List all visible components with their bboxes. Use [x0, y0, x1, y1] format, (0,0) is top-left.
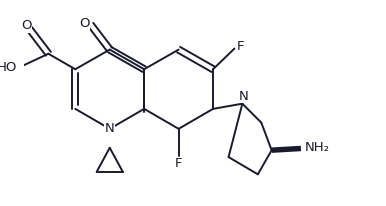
Text: N: N [105, 122, 115, 135]
Text: HO: HO [0, 61, 17, 74]
Text: NH₂: NH₂ [305, 141, 330, 154]
Text: F: F [237, 40, 244, 53]
Text: O: O [80, 16, 90, 30]
Text: F: F [175, 157, 182, 171]
Text: N: N [239, 90, 248, 103]
Text: O: O [21, 19, 31, 32]
